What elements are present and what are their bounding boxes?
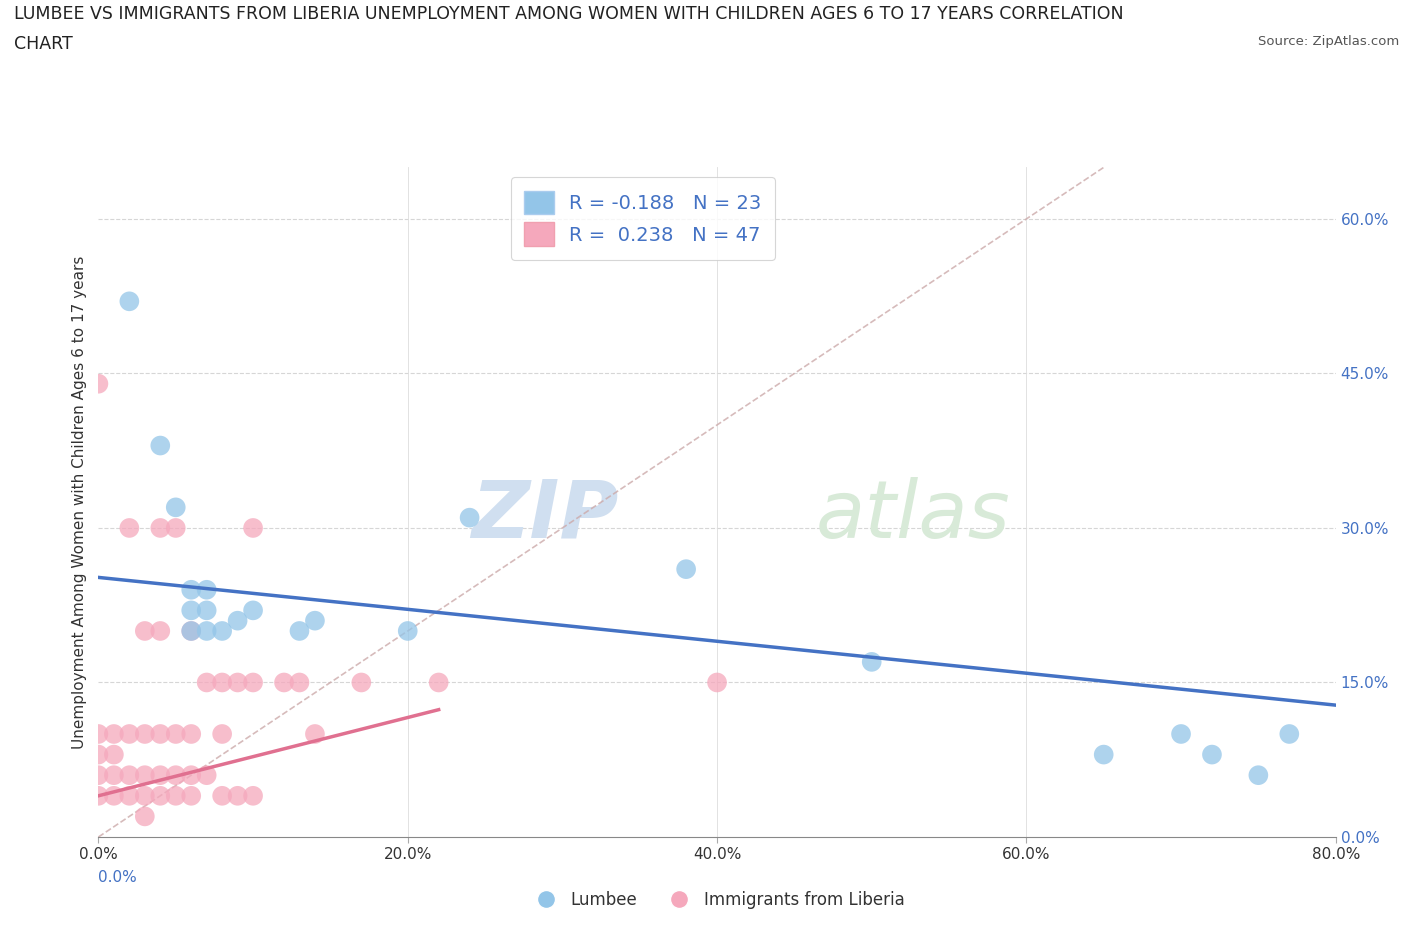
Point xyxy=(242,521,264,536)
Point xyxy=(118,521,141,536)
Point xyxy=(87,747,110,762)
Point xyxy=(165,500,187,515)
Point xyxy=(860,655,883,670)
Point xyxy=(195,582,218,597)
Point xyxy=(87,377,110,392)
Point xyxy=(149,438,172,453)
Point xyxy=(180,582,202,597)
Point xyxy=(211,789,233,804)
Point xyxy=(242,675,264,690)
Text: CHART: CHART xyxy=(14,35,73,53)
Text: atlas: atlas xyxy=(815,476,1011,554)
Point xyxy=(396,623,419,638)
Point xyxy=(211,675,233,690)
Point xyxy=(87,768,110,783)
Legend: Lumbee, Immigrants from Liberia: Lumbee, Immigrants from Liberia xyxy=(523,884,911,916)
Point xyxy=(242,789,264,804)
Text: Source: ZipAtlas.com: Source: ZipAtlas.com xyxy=(1258,35,1399,48)
Point xyxy=(195,768,218,783)
Point xyxy=(226,613,249,628)
Point xyxy=(165,789,187,804)
Point xyxy=(304,726,326,741)
Point xyxy=(118,789,141,804)
Text: LUMBEE VS IMMIGRANTS FROM LIBERIA UNEMPLOYMENT AMONG WOMEN WITH CHILDREN AGES 6 : LUMBEE VS IMMIGRANTS FROM LIBERIA UNEMPL… xyxy=(14,5,1123,22)
Y-axis label: Unemployment Among Women with Children Ages 6 to 17 years: Unemployment Among Women with Children A… xyxy=(72,256,87,749)
Point xyxy=(1170,726,1192,741)
Point xyxy=(103,768,125,783)
Point xyxy=(149,726,172,741)
Point xyxy=(350,675,373,690)
Point xyxy=(118,294,141,309)
Point xyxy=(1092,747,1115,762)
Point xyxy=(118,726,141,741)
Point xyxy=(211,623,233,638)
Point xyxy=(180,623,202,638)
Point xyxy=(180,768,202,783)
Point xyxy=(118,768,141,783)
Point xyxy=(165,521,187,536)
Point xyxy=(134,623,156,638)
Point xyxy=(675,562,697,577)
Point xyxy=(458,511,481,525)
Point xyxy=(288,623,311,638)
Point xyxy=(195,623,218,638)
Point xyxy=(1278,726,1301,741)
Point xyxy=(195,675,218,690)
Point xyxy=(134,809,156,824)
Point xyxy=(427,675,450,690)
Point xyxy=(149,521,172,536)
Point xyxy=(288,675,311,690)
Text: ZIP: ZIP xyxy=(471,476,619,554)
Point xyxy=(242,603,264,618)
Point xyxy=(149,623,172,638)
Point xyxy=(149,768,172,783)
Point xyxy=(180,726,202,741)
Point xyxy=(87,789,110,804)
Text: 0.0%: 0.0% xyxy=(98,870,138,884)
Point xyxy=(1247,768,1270,783)
Point xyxy=(103,789,125,804)
Point xyxy=(226,789,249,804)
Point xyxy=(134,789,156,804)
Point xyxy=(149,789,172,804)
Point xyxy=(211,726,233,741)
Point xyxy=(134,768,156,783)
Point xyxy=(180,789,202,804)
Point xyxy=(103,726,125,741)
Point xyxy=(180,623,202,638)
Point xyxy=(103,747,125,762)
Point xyxy=(195,603,218,618)
Point xyxy=(87,726,110,741)
Point xyxy=(165,768,187,783)
Point xyxy=(273,675,295,690)
Point xyxy=(165,726,187,741)
Point xyxy=(134,726,156,741)
Point xyxy=(706,675,728,690)
Point xyxy=(1201,747,1223,762)
Point xyxy=(226,675,249,690)
Point xyxy=(180,603,202,618)
Point xyxy=(304,613,326,628)
